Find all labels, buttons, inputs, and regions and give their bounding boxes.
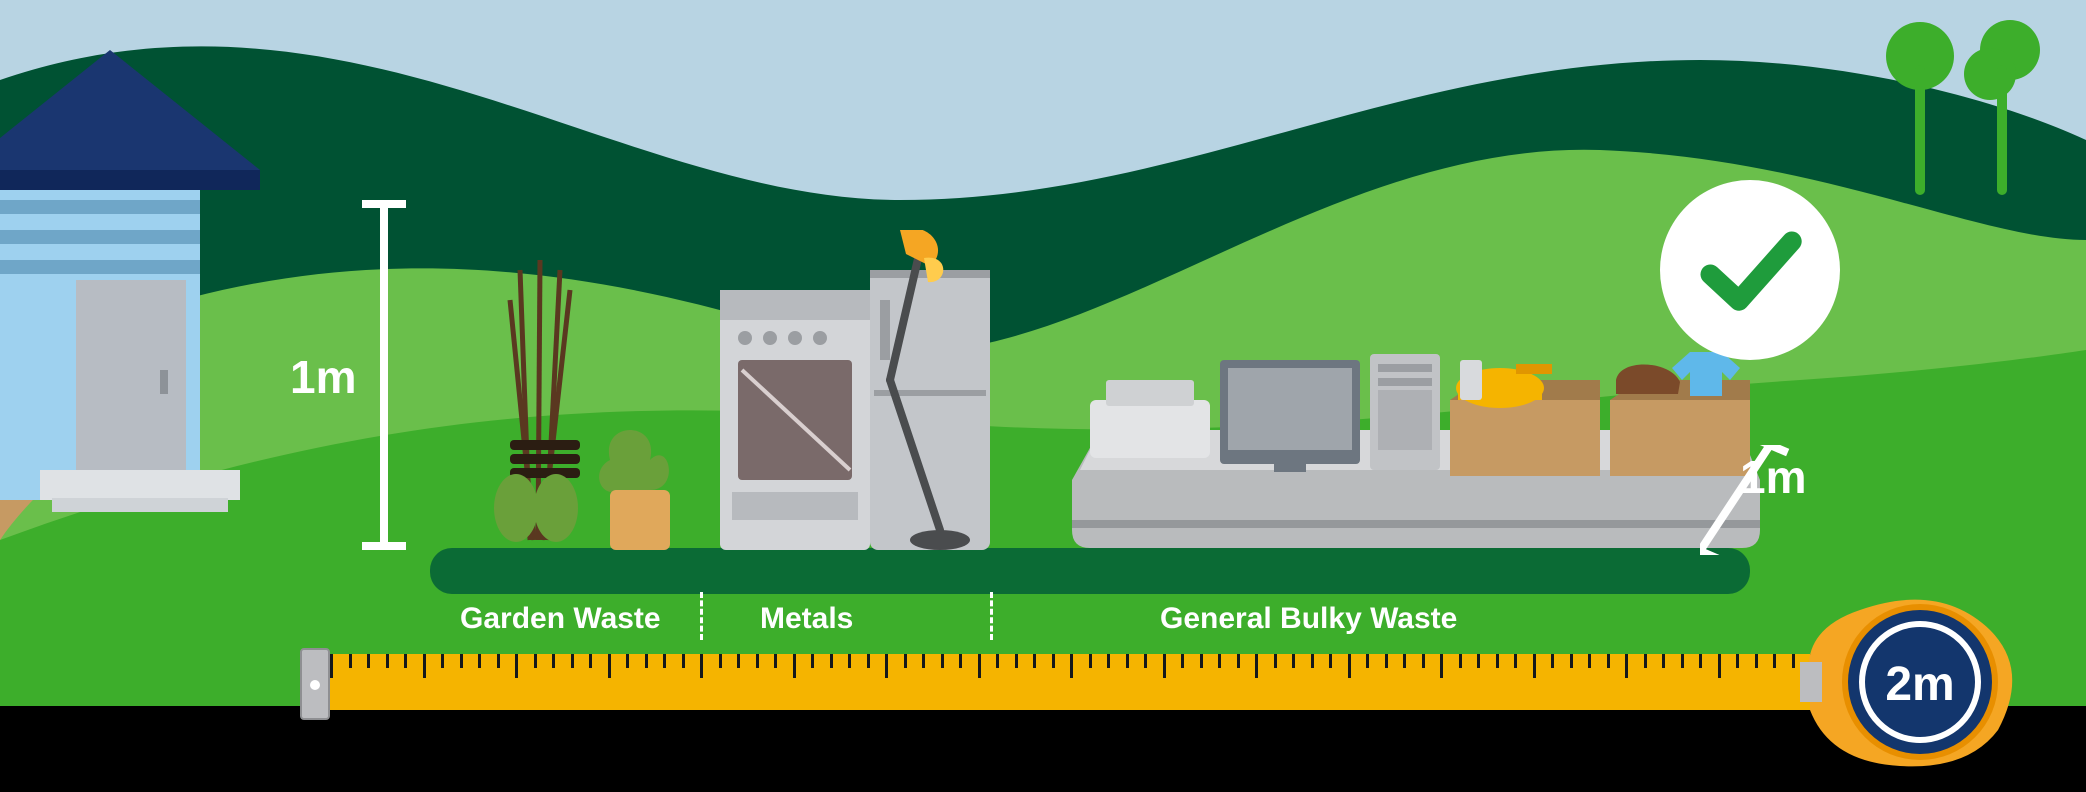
label-garden-waste: Garden Waste [460, 602, 661, 636]
approved-badge [1660, 180, 1840, 360]
trees-icon [1880, 10, 2060, 210]
label-general-bulky: General Bulky Waste [1160, 602, 1457, 636]
ruler-ticks [330, 654, 1810, 710]
metals-pile [690, 230, 1020, 560]
garden-waste-pile [460, 260, 680, 560]
ruler [300, 654, 1820, 710]
check-icon [1695, 215, 1805, 325]
general-waste-pile [1060, 330, 1760, 550]
tape-label: 2m [1885, 658, 1954, 711]
height-label: 1m [290, 350, 356, 404]
tape-measure-icon: 2m [1800, 590, 2020, 770]
separator-2 [990, 592, 993, 640]
infographic-stage: 1m [0, 0, 2086, 792]
ruler-end-cap [300, 648, 330, 720]
house-icon [0, 20, 280, 540]
depth-label: 1m [1740, 450, 1806, 504]
separator-1 [700, 592, 703, 640]
label-metals: Metals [760, 602, 853, 636]
